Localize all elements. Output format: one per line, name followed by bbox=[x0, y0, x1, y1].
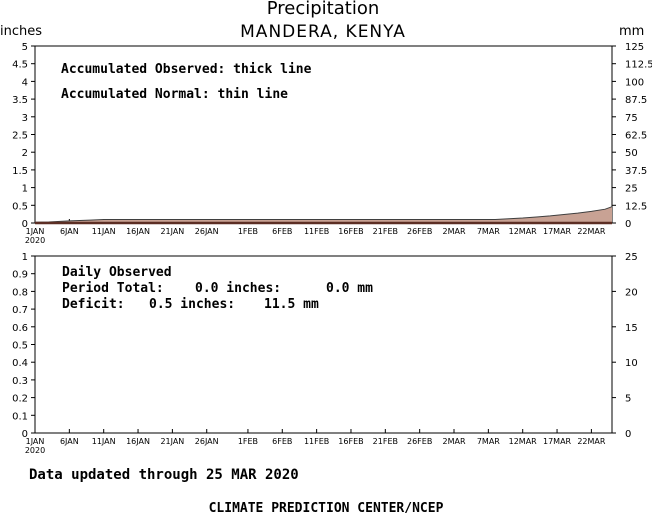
x-tick-label: 11FEB bbox=[304, 227, 329, 236]
y-tick-label-right: 125 bbox=[625, 42, 644, 53]
period-total-mm: 0.0 mm bbox=[326, 281, 373, 296]
x-tick-label: 11JAN bbox=[92, 227, 116, 236]
y-tick-label-left: 1 bbox=[22, 252, 28, 263]
y-tick-label-left: 0.5 bbox=[12, 201, 28, 212]
y-tick-label-left: 3.5 bbox=[12, 95, 28, 106]
y-tick-label-right: 112.5 bbox=[625, 60, 652, 71]
x-tick-label: 26FEB bbox=[407, 227, 432, 236]
x-tick-label: 22MAR bbox=[577, 437, 606, 446]
y-tick-label-left: 0.8 bbox=[12, 287, 28, 298]
normal-deficit-area bbox=[35, 206, 612, 223]
x-tick-label: 16JAN bbox=[126, 227, 150, 236]
x-tick-label: 6FEB bbox=[272, 227, 292, 236]
credit-line: CLIMATE PREDICTION CENTER/NCEP bbox=[208, 501, 444, 516]
left-axis-unit: inches bbox=[0, 24, 43, 39]
y-tick-label-right: 75 bbox=[625, 113, 638, 124]
y-tick-label-left: 0.1 bbox=[12, 411, 28, 422]
y-tick-label-left: 0 bbox=[22, 219, 28, 230]
y-tick-label-left: 0.7 bbox=[12, 305, 28, 316]
right-axis-unit: mm bbox=[619, 24, 645, 39]
y-tick-label-left: 0.6 bbox=[12, 323, 28, 334]
x-tick-label: 16FEB bbox=[338, 437, 363, 446]
y-tick-label-right: 12.5 bbox=[625, 201, 647, 212]
y-tick-label-right: 100 bbox=[625, 77, 644, 88]
x-tick-label: 21FEB bbox=[373, 437, 398, 446]
x-tick-label: 12MAR bbox=[509, 227, 538, 236]
x-tick-label: 17MAR bbox=[543, 437, 572, 446]
y-tick-label-left: 0.9 bbox=[12, 270, 28, 281]
deficit-inches: 0.5 inches: bbox=[149, 297, 236, 312]
y-tick-label-right: 62.5 bbox=[625, 131, 647, 142]
period-total-inches: 0.0 inches: bbox=[195, 281, 282, 296]
y-tick-label-right: 15 bbox=[625, 323, 638, 334]
y-tick-label-right: 10 bbox=[625, 358, 638, 369]
y-tick-label-right: 0 bbox=[625, 429, 631, 440]
y-tick-label-right: 25 bbox=[625, 252, 638, 263]
deficit-mm: 11.5 mm bbox=[264, 297, 319, 312]
x-tick-label: 22MAR bbox=[577, 227, 606, 236]
x-tick-label: 16FEB bbox=[338, 227, 363, 236]
x-tick-label: 26JAN bbox=[195, 227, 219, 236]
y-tick-label-right: 50 bbox=[625, 148, 638, 159]
y-tick-label-left: 0.3 bbox=[12, 376, 28, 387]
y-tick-label-left: 1.5 bbox=[12, 166, 28, 177]
x-tick-label: 21JAN bbox=[160, 227, 184, 236]
x-tick-label: 7MAR bbox=[477, 227, 500, 236]
x-tick-label: 21FEB bbox=[373, 227, 398, 236]
daily-observed-title: Daily Observed bbox=[62, 265, 172, 280]
x-tick-label: 6JAN bbox=[60, 227, 79, 236]
x-tick-label: 11FEB bbox=[304, 437, 329, 446]
x-tick-label: 21JAN bbox=[160, 437, 184, 446]
data-updated-note: Data updated through 25 MAR 2020 bbox=[29, 467, 299, 483]
x-tick-label: 6JAN bbox=[60, 437, 79, 446]
x-tick-sublabel: 2020 bbox=[25, 236, 45, 245]
y-tick-label-right: 37.5 bbox=[625, 166, 647, 177]
x-tick-label: 7MAR bbox=[477, 437, 500, 446]
x-tick-label: 1FEB bbox=[238, 227, 258, 236]
y-tick-label-left: 2 bbox=[22, 148, 28, 159]
x-tick-label: 2MAR bbox=[442, 227, 465, 236]
x-tick-label: 11JAN bbox=[92, 437, 116, 446]
series-accumulated-normal bbox=[34, 206, 613, 223]
station-name: MANDERA, KENYA bbox=[240, 22, 406, 42]
y-tick-label-left: 3 bbox=[22, 113, 28, 124]
y-tick-label-left: 0.2 bbox=[12, 394, 28, 405]
x-tick-label: 1JAN bbox=[26, 437, 45, 446]
x-tick-sublabel: 2020 bbox=[25, 446, 45, 455]
y-tick-label-left: 0.5 bbox=[12, 341, 28, 352]
chart-title: Precipitation bbox=[266, 0, 380, 19]
y-tick-label-left: 1 bbox=[22, 184, 28, 195]
x-tick-label: 26FEB bbox=[407, 437, 432, 446]
x-tick-label: 1JAN bbox=[26, 227, 45, 236]
x-tick-label: 16JAN bbox=[126, 437, 150, 446]
x-tick-label: 12MAR bbox=[509, 437, 538, 446]
period-total-label: Period Total: bbox=[62, 281, 164, 296]
daily-panel: 00.10.20.30.40.50.60.70.80.9105101520251… bbox=[12, 252, 638, 455]
y-tick-label-right: 20 bbox=[625, 287, 638, 298]
accumulated-panel: 00.511.522.533.544.55012.52537.55062.575… bbox=[12, 42, 652, 245]
x-tick-label: 2MAR bbox=[442, 437, 465, 446]
x-tick-label: 17MAR bbox=[543, 227, 572, 236]
y-tick-label-left: 5 bbox=[22, 42, 28, 53]
y-tick-label-right: 87.5 bbox=[625, 95, 647, 106]
observed-annotation: Accumulated Observed: thick line bbox=[61, 62, 312, 77]
y-tick-label-left: 2.5 bbox=[12, 131, 28, 142]
y-tick-label-right: 25 bbox=[625, 184, 638, 195]
x-tick-label: 6FEB bbox=[272, 437, 292, 446]
y-tick-label-left: 4 bbox=[22, 77, 28, 88]
y-tick-label-left: 0 bbox=[22, 429, 28, 440]
x-tick-label: 1FEB bbox=[238, 437, 258, 446]
y-tick-label-left: 0.4 bbox=[12, 358, 28, 369]
y-tick-label-right: 0 bbox=[625, 219, 631, 230]
y-tick-label-right: 5 bbox=[625, 394, 631, 405]
normal-annotation: Accumulated Normal: thin line bbox=[61, 87, 288, 102]
y-tick-label-left: 4.5 bbox=[12, 60, 28, 71]
deficit-label: Deficit: bbox=[62, 297, 125, 312]
x-tick-label: 26JAN bbox=[195, 437, 219, 446]
